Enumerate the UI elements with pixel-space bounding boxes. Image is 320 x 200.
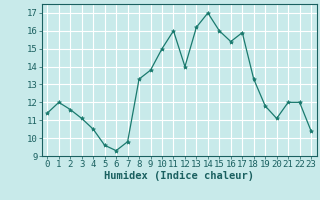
X-axis label: Humidex (Indice chaleur): Humidex (Indice chaleur) <box>104 171 254 181</box>
